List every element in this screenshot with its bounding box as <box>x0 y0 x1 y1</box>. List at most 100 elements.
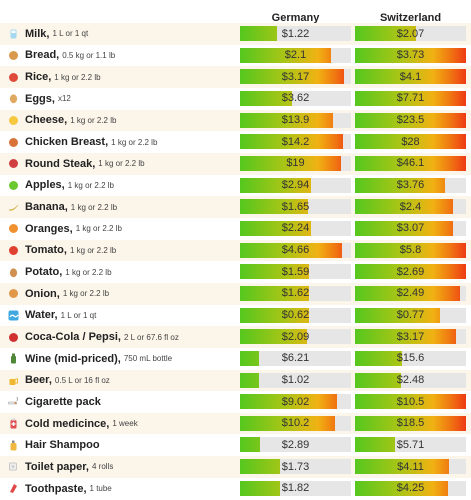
table-row: Eggs, x12 $3.62 $7.71 <box>0 87 471 110</box>
toothpaste-icon <box>8 483 19 494</box>
price-bar-fill <box>355 47 466 63</box>
germany-price-bar: $2.89 <box>240 437 351 453</box>
item-name: Milk, <box>25 27 50 40</box>
switzerland-price-value: $10.5 <box>396 395 425 408</box>
price-bar-fill <box>355 242 466 258</box>
price-bar-fill <box>355 350 402 366</box>
switzerland-price-value: $5.8 <box>399 244 422 257</box>
germany-price-value: $14.2 <box>281 135 310 148</box>
column-header-switzerland: Switzerland <box>379 12 442 24</box>
price-bar-fill <box>240 134 344 150</box>
price-bar-fill <box>240 372 259 388</box>
germany-price-value: $0.62 <box>281 309 310 322</box>
germany-price-bar: $1.82 <box>240 480 351 496</box>
price-bar-fill <box>355 112 466 128</box>
germany-price-bar: $1.59 <box>240 264 351 280</box>
price-bar-fill <box>355 307 441 323</box>
germany-price-bar: $1.22 <box>240 26 351 41</box>
orange-icon <box>8 223 19 234</box>
wine-icon <box>8 353 19 364</box>
germany-price-value: $9.02 <box>281 395 310 408</box>
price-bar-fill <box>240 264 309 280</box>
banana-icon <box>8 202 19 213</box>
item-label: Tomato, 1 kg or 2.2 lb <box>8 240 116 262</box>
medicine-icon <box>8 418 19 429</box>
apple-icon <box>8 180 19 191</box>
germany-price-value: $13.9 <box>281 114 310 127</box>
switzerland-price-value: $2.07 <box>396 27 425 40</box>
price-bar-fill <box>240 285 309 301</box>
item-label: Chicken Breast, 1 kg or 2.2 lb <box>8 131 157 153</box>
germany-price-value: $1.02 <box>281 374 310 386</box>
price-bar-fill <box>240 26 277 41</box>
item-label: Cheese, 1 kg or 2.2 lb <box>8 110 116 132</box>
price-bar-fill <box>240 415 336 431</box>
item-name: Potato, <box>25 266 63 279</box>
germany-price-value: $4.66 <box>281 244 310 257</box>
item-label: Apples, 1 kg or 2.2 lb <box>8 175 114 197</box>
switzerland-price-value: $46.1 <box>396 157 425 170</box>
item-label: Potato, 1 kg or 2.2 lb <box>8 261 112 283</box>
price-bar-fill <box>240 242 343 258</box>
item-label: Water, 1 L or 1 qt <box>8 305 96 327</box>
switzerland-price-bar: $46.1 <box>355 155 466 171</box>
germany-price-bar: $1.73 <box>240 459 351 475</box>
switzerland-price-bar: $7.71 <box>355 90 466 106</box>
item-label: Wine (mid-priced), 750 mL bottle <box>8 348 172 370</box>
item-name: Coca-Cola / Pepsi, <box>25 331 121 344</box>
item-unit: 1 kg or 2.2 lb <box>62 289 110 299</box>
germany-price-value: $2.89 <box>281 438 310 451</box>
item-unit: 1 kg or 2.2 lb <box>54 72 101 82</box>
price-bar-fill <box>355 437 395 453</box>
switzerland-price-bar: $4.25 <box>355 480 466 496</box>
price-bar-fill <box>355 134 466 150</box>
price-bar-fill <box>240 480 280 496</box>
switzerland-price-value: $2.48 <box>396 374 425 386</box>
price-bar-fill <box>355 220 453 236</box>
table-row: Onion, 1 kg or 2.2 lb $1.62 $2.49 <box>0 282 471 305</box>
germany-price-bar: $3.62 <box>240 90 351 106</box>
switzerland-price-bar: $10.5 <box>355 394 466 410</box>
milk-icon <box>8 28 19 39</box>
table-row: Tomato, 1 kg or 2.2 lb $4.66 $5.8 <box>0 239 471 262</box>
steak-icon <box>8 158 19 169</box>
item-unit: 1 L or 1 qt <box>60 310 97 320</box>
switzerland-price-value: $2.49 <box>396 287 425 300</box>
switzerland-price-value: $2.69 <box>396 265 425 278</box>
price-bar-fill <box>355 199 453 215</box>
price-bar-fill <box>240 155 341 171</box>
item-name: Banana, <box>25 201 68 214</box>
switzerland-price-value: $3.76 <box>396 179 425 192</box>
price-bar-fill <box>240 394 337 410</box>
column-header-germany: Germany <box>271 12 320 24</box>
switzerland-price-bar: $3.07 <box>355 220 466 236</box>
potato-icon <box>8 267 19 278</box>
switzerland-price-value: $7.71 <box>396 92 425 105</box>
price-bar-fill <box>355 90 466 106</box>
price-table: Milk, 1 L or 1 qt $1.22 $2.07 Bread, 0.5 kg o… <box>0 23 471 500</box>
germany-price-value: $2.1 <box>284 49 307 62</box>
germany-price-value: $3.62 <box>281 92 310 105</box>
table-row: Potato, 1 kg or 2.2 lb $1.59 $2.69 <box>0 261 471 283</box>
item-label: Banana, 1 kg or 2.2 lb <box>8 196 117 218</box>
bread-icon <box>8 50 19 61</box>
switzerland-price-value: $18.5 <box>396 417 425 430</box>
switzerland-price-bar: $5.71 <box>355 437 466 453</box>
germany-price-bar: $1.02 <box>240 372 351 388</box>
germany-price-bar: $10.2 <box>240 415 351 431</box>
germany-price-value: $1.73 <box>281 460 310 473</box>
item-unit: 1 kg or 2.2 lb <box>70 115 117 125</box>
switzerland-price-bar: $3.17 <box>355 329 466 345</box>
item-unit: 1 kg or 2.2 lb <box>111 137 158 147</box>
table-row: Rice, 1 kg or 2.2 lb $3.17 $4.1 <box>0 66 471 88</box>
switzerland-price-value: $3.17 <box>396 330 425 343</box>
price-bar-fill <box>355 329 456 345</box>
germany-price-bar: $14.2 <box>240 134 351 150</box>
item-name: Round Steak, <box>25 157 96 170</box>
price-bar-fill <box>355 155 466 171</box>
switzerland-price-value: $28 <box>401 135 420 148</box>
price-bar-fill <box>240 199 308 215</box>
table-row: Chicken Breast, 1 kg or 2.2 lb $14.2 $28 <box>0 131 471 153</box>
table-row: Hair Shampoo $2.89 $5.71 <box>0 434 471 457</box>
table-row: Cheese, 1 kg or 2.2 lb $13.9 $23.5 <box>0 109 471 132</box>
